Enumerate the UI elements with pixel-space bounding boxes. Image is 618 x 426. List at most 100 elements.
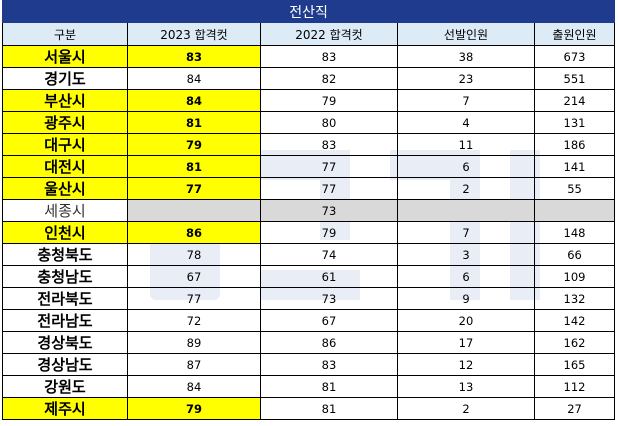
table-row: 경상남도 87 83 12 165	[2, 353, 616, 376]
cut-2022-cell: 83	[260, 45, 398, 68]
cut-2023-cell: 81	[127, 155, 261, 178]
table-row: 충청북도 78 74 3 66	[2, 243, 616, 266]
table-row: 충청남도 67 61 6 109	[2, 265, 616, 288]
region-cell: 제주시	[2, 397, 128, 420]
header-applicants: 출원인원	[533, 22, 616, 46]
cut-2022-cell: 86	[260, 331, 398, 354]
region-cell: 대구시	[2, 133, 128, 156]
cut-2023-cell: 67	[127, 265, 261, 288]
table-title: 전산직	[1, 0, 616, 23]
cut-2023-cell: 72	[127, 309, 261, 332]
cut-2022-cell: 73	[260, 287, 398, 310]
table-row: 경기도 84 82 23 551	[2, 67, 616, 90]
cut-2023-cell: 84	[127, 67, 261, 90]
cut-2022-cell: 61	[260, 265, 398, 288]
region-cell: 세종시	[2, 199, 128, 222]
table-row: 강원도 84 81 13 112	[2, 375, 616, 398]
table-row: 경상북도 89 86 17 162	[2, 331, 616, 354]
applicants-cell: 551	[533, 67, 616, 90]
applicants-cell: 141	[533, 155, 616, 178]
cut-2022-cell: 83	[260, 353, 398, 376]
region-cell: 부산시	[2, 89, 128, 112]
cut-2022-cell: 77	[260, 177, 398, 200]
selected-cell: 4	[397, 111, 535, 134]
table-row: 서울시 83 83 38 673	[2, 45, 616, 68]
applicants-cell: 148	[533, 221, 616, 244]
header-row: 구분 2023 합격컷 2022 합격컷 선발인원 출원인원	[2, 22, 616, 46]
applicants-cell: 142	[533, 309, 616, 332]
applicants-cell: 131	[533, 111, 616, 134]
region-cell: 전라남도	[2, 309, 128, 332]
applicants-cell: 109	[533, 265, 616, 288]
region-cell: 인천시	[2, 221, 128, 244]
selected-cell: 2	[397, 397, 535, 420]
cut-2023-cell: 86	[127, 221, 261, 244]
applicants-cell: 27	[533, 397, 616, 420]
cut-2023-cell: 89	[127, 331, 261, 354]
cut-2023-cell: 78	[127, 243, 261, 266]
selected-cell: 38	[397, 45, 535, 68]
region-cell: 충청북도	[2, 243, 128, 266]
region-cell: 경기도	[2, 67, 128, 90]
table-row: 대전시 81 77 6 141	[2, 155, 616, 178]
selected-cell: 6	[397, 265, 535, 288]
table-row: 대구시 79 83 11 186	[2, 133, 616, 156]
cut-2022-cell: 82	[260, 67, 398, 90]
cut-2023-cell: 84	[127, 89, 261, 112]
selected-cell: 23	[397, 67, 535, 90]
cut-2023-cell: 77	[127, 177, 261, 200]
cut-2023-cell	[127, 199, 261, 222]
cut-2023-cell: 79	[127, 133, 261, 156]
region-cell: 경상남도	[2, 353, 128, 376]
region-cell: 광주시	[2, 111, 128, 134]
cut-2022-cell: 81	[260, 397, 398, 420]
table-row: 전라남도 72 67 20 142	[2, 309, 616, 332]
selected-cell: 7	[397, 221, 535, 244]
applicants-cell: 112	[533, 375, 616, 398]
region-cell: 전라북도	[2, 287, 128, 310]
applicants-cell: 214	[533, 89, 616, 112]
selected-cell: 12	[397, 353, 535, 376]
cut-2023-cell: 81	[127, 111, 261, 134]
region-cell: 대전시	[2, 155, 128, 178]
selected-cell: 2	[397, 177, 535, 200]
header-region: 구분	[2, 22, 128, 46]
selected-cell: 20	[397, 309, 535, 332]
applicants-cell: 165	[533, 353, 616, 376]
region-cell: 서울시	[2, 45, 128, 68]
table-row: 부산시 84 79 7 214	[2, 89, 616, 112]
region-cell: 충청남도	[2, 265, 128, 288]
header-cut-2023: 2023 합격컷	[127, 22, 261, 46]
selected-cell	[397, 199, 535, 222]
header-cut-2022: 2022 합격컷	[260, 22, 398, 46]
applicants-cell: 186	[533, 133, 616, 156]
table-row: 울산시 77 77 2 55	[2, 177, 616, 200]
table-row: 전라북도 77 73 9 132	[2, 287, 616, 310]
applicants-cell: 66	[533, 243, 616, 266]
selected-cell: 3	[397, 243, 535, 266]
selected-cell: 6	[397, 155, 535, 178]
applicants-cell: 132	[533, 287, 616, 310]
cut-2022-cell: 77	[260, 155, 398, 178]
table-row: 제주시 79 81 2 27	[2, 397, 616, 420]
cut-2022-cell: 79	[260, 221, 398, 244]
cut-2023-cell: 83	[127, 45, 261, 68]
region-cell: 강원도	[2, 375, 128, 398]
applicants-cell: 55	[533, 177, 616, 200]
selected-cell: 11	[397, 133, 535, 156]
table-row: 인천시 86 79 7 148	[2, 221, 616, 244]
applicants-cell: 673	[533, 45, 616, 68]
applicants-cell: 162	[533, 331, 616, 354]
selected-cell: 13	[397, 375, 535, 398]
cut-2022-cell: 67	[260, 309, 398, 332]
header-selected: 선발인원	[397, 22, 535, 46]
applicants-cell	[533, 199, 616, 222]
selected-cell: 9	[397, 287, 535, 310]
cut-2023-cell: 79	[127, 397, 261, 420]
table-row: 세종시 73	[2, 199, 616, 222]
cut-2022-cell: 81	[260, 375, 398, 398]
selected-cell: 7	[397, 89, 535, 112]
cut-2022-cell: 73	[260, 199, 398, 222]
table-row: 광주시 81 80 4 131	[2, 111, 616, 134]
